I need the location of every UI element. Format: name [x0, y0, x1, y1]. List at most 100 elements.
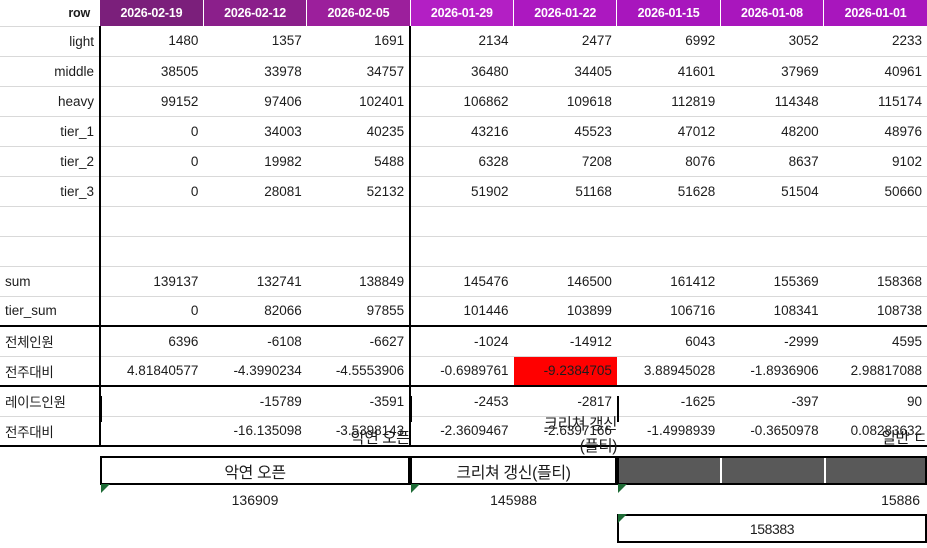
table-cell[interactable]: [823, 206, 927, 237]
table-cell[interactable]: 145476: [409, 266, 514, 297]
annotation-box-akyeon[interactable]: 악연 오픈: [100, 456, 410, 485]
table-cell[interactable]: 40961: [823, 56, 927, 87]
table-cell[interactable]: 4.81840577: [98, 356, 204, 387]
table-cell[interactable]: -16.135098: [203, 416, 307, 447]
table-cell[interactable]: [616, 206, 721, 237]
table-cell[interactable]: 138849: [306, 266, 411, 297]
table-cell[interactable]: 8076: [616, 146, 721, 177]
table-cell[interactable]: 109618: [513, 86, 617, 117]
table-cell[interactable]: 34757: [306, 56, 411, 87]
table-cell[interactable]: -2.6397166: [513, 416, 617, 447]
table-cell[interactable]: 45523: [513, 116, 617, 147]
table-cell[interactable]: 37969: [720, 56, 824, 87]
table-cell[interactable]: -1.8936906: [720, 356, 824, 387]
table-cell[interactable]: 48976: [823, 116, 927, 147]
table-cell[interactable]: [98, 236, 204, 267]
table-cell[interactable]: 52132: [306, 176, 411, 207]
table-cell[interactable]: [98, 416, 204, 447]
table-cell[interactable]: 34405: [513, 56, 617, 87]
annotation-box-bottom[interactable]: 158383: [617, 514, 927, 543]
table-cell[interactable]: 99152: [98, 86, 204, 117]
table-cell[interactable]: 41601: [616, 56, 721, 87]
table-cell[interactable]: 112819: [616, 86, 721, 117]
column-header-7[interactable]: 2026-01-01: [823, 0, 927, 26]
table-cell[interactable]: [409, 206, 514, 237]
column-header-5[interactable]: 2026-01-15: [616, 0, 721, 26]
table-cell[interactable]: 5488: [306, 146, 411, 177]
table-cell[interactable]: [203, 206, 307, 237]
table-cell[interactable]: 2.98817088: [823, 356, 927, 387]
table-cell[interactable]: [823, 236, 927, 267]
table-cell[interactable]: 28081: [203, 176, 307, 207]
table-cell[interactable]: 2477: [513, 26, 617, 57]
table-cell[interactable]: -397: [720, 385, 824, 417]
annotation-box-creature[interactable]: 크리쳐 갱신(플티): [410, 456, 617, 485]
table-cell[interactable]: 155369: [720, 266, 824, 297]
table-cell[interactable]: [98, 206, 204, 237]
table-cell[interactable]: -6108: [203, 325, 307, 357]
table-cell[interactable]: 106862: [409, 86, 514, 117]
table-cell[interactable]: [616, 236, 721, 267]
table-cell[interactable]: 19982: [203, 146, 307, 177]
table-cell[interactable]: 6328: [409, 146, 514, 177]
table-cell[interactable]: 4595: [823, 325, 927, 357]
table-cell[interactable]: -1024: [409, 325, 514, 357]
table-cell[interactable]: 0: [98, 296, 204, 327]
column-header-3[interactable]: 2026-01-29: [410, 0, 515, 26]
table-cell[interactable]: [306, 206, 411, 237]
table-cell[interactable]: 146500: [513, 266, 617, 297]
table-cell[interactable]: 0: [98, 116, 204, 147]
table-cell[interactable]: -15789: [203, 385, 307, 417]
table-cell[interactable]: 97855: [306, 296, 411, 327]
table-cell[interactable]: -2817: [513, 385, 617, 417]
table-cell[interactable]: [513, 206, 617, 237]
table-cell[interactable]: 6992: [616, 26, 721, 57]
table-cell[interactable]: 6396: [98, 325, 204, 357]
table-cell[interactable]: -0.3650978: [720, 416, 824, 447]
table-cell[interactable]: 47012: [616, 116, 721, 147]
table-cell[interactable]: 1357: [203, 26, 307, 57]
table-cell[interactable]: 51168: [513, 176, 617, 207]
table-cell[interactable]: -4.5553906: [306, 356, 411, 387]
column-header-4[interactable]: 2026-01-22: [513, 0, 618, 26]
table-cell[interactable]: 161412: [616, 266, 721, 297]
table-cell[interactable]: 1480: [98, 26, 204, 57]
table-cell[interactable]: 43216: [409, 116, 514, 147]
table-cell[interactable]: -1625: [616, 385, 721, 417]
table-cell[interactable]: 38505: [98, 56, 204, 87]
table-cell[interactable]: -3.5398143: [306, 416, 411, 447]
table-cell[interactable]: 2134: [409, 26, 514, 57]
table-cell[interactable]: 51902: [409, 176, 514, 207]
table-cell[interactable]: 106716: [616, 296, 721, 327]
table-cell[interactable]: 132741: [203, 266, 307, 297]
table-cell[interactable]: -2999: [720, 325, 824, 357]
table-cell[interactable]: 50660: [823, 176, 927, 207]
annotation-box-general[interactable]: [617, 456, 927, 485]
table-cell[interactable]: 3.88945028: [616, 356, 721, 387]
table-cell[interactable]: 9102: [823, 146, 927, 177]
column-header-2[interactable]: 2026-02-05: [306, 0, 411, 26]
table-cell[interactable]: -9.2384705: [513, 356, 617, 387]
table-cell[interactable]: 82066: [203, 296, 307, 327]
table-cell[interactable]: 108341: [720, 296, 824, 327]
table-cell[interactable]: 139137: [98, 266, 204, 297]
table-cell[interactable]: [513, 236, 617, 267]
column-header-1[interactable]: 2026-02-12: [203, 0, 308, 26]
table-cell[interactable]: 108738: [823, 296, 927, 327]
table-cell[interactable]: 115174: [823, 86, 927, 117]
table-cell[interactable]: 1691: [306, 26, 411, 57]
table-cell[interactable]: 101446: [409, 296, 514, 327]
table-cell[interactable]: 40235: [306, 116, 411, 147]
table-cell[interactable]: 8637: [720, 146, 824, 177]
table-cell[interactable]: 7208: [513, 146, 617, 177]
table-cell[interactable]: 48200: [720, 116, 824, 147]
table-cell[interactable]: [720, 236, 824, 267]
table-cell[interactable]: 2233: [823, 26, 927, 57]
table-cell[interactable]: [306, 236, 411, 267]
table-cell[interactable]: 51504: [720, 176, 824, 207]
table-cell[interactable]: -1.4998939: [616, 416, 721, 447]
table-cell[interactable]: 158368: [823, 266, 927, 297]
table-cell[interactable]: 36480: [409, 56, 514, 87]
table-cell[interactable]: 6043: [616, 325, 721, 357]
table-cell[interactable]: 51628: [616, 176, 721, 207]
